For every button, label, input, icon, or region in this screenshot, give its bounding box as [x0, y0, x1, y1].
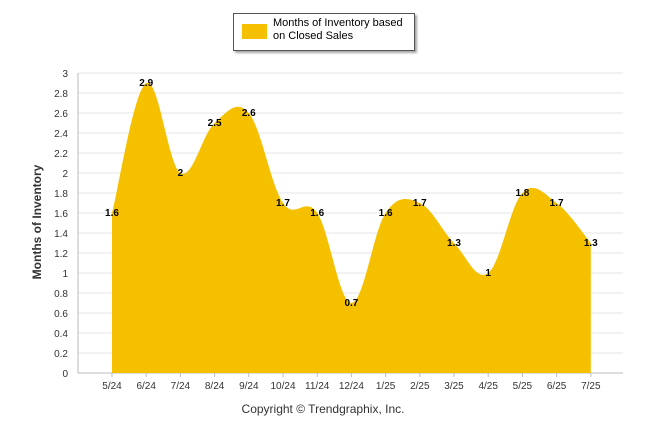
data-labels: 1.6 2.9 2 2.5 2.6 1.7 1.6 0.7 1.6 1.7 1.3 1 1.8 1.7 1.… [105, 78, 598, 309]
x-tick-label: 5/25 [513, 381, 533, 392]
y-tick-label: 0.2 [54, 349, 68, 360]
data-label: 1 [485, 268, 491, 279]
data-label: 0.7 [344, 298, 358, 309]
y-tick-label: 0 [62, 369, 68, 380]
data-label: 1.6 [310, 208, 324, 219]
data-label: 1.7 [413, 198, 427, 209]
y-tick-label: 1.6 [54, 209, 68, 220]
x-tick-label: 9/24 [239, 381, 259, 392]
data-label: 2.9 [139, 78, 153, 89]
legend-label: Months of Inventory based on Closed Sale… [273, 17, 403, 42]
data-label: 1.7 [550, 198, 564, 209]
y-tick-label: 1.8 [54, 189, 68, 200]
x-axis-ticks: 5/24 6/24 7/24 8/24 9/24 10/24 11/24 12/24 1/25 2… [102, 373, 601, 392]
y-axis-title: Months of Inventory [30, 164, 44, 279]
x-tick-label: 6/24 [136, 381, 156, 392]
y-tick-label: 1.2 [54, 249, 68, 260]
y-tick-label: 2.2 [54, 149, 68, 160]
data-label: 2.6 [242, 108, 256, 119]
x-tick-label: 6/25 [547, 381, 567, 392]
y-tick-label: 1 [62, 269, 68, 280]
data-label: 1.8 [515, 188, 529, 199]
data-label: 1.3 [447, 238, 461, 249]
data-label: 1.6 [105, 208, 119, 219]
copyright-text: Copyright © Trendgraphix, Inc. [241, 402, 405, 416]
legend: Months of Inventory based on Closed Sale… [233, 13, 415, 51]
data-label: 1.7 [276, 198, 290, 209]
x-tick-label: 3/25 [444, 381, 464, 392]
x-tick-label: 4/25 [478, 381, 498, 392]
x-tick-label: 10/24 [270, 381, 295, 392]
x-tick-label: 1/25 [376, 381, 396, 392]
x-tick-label: 8/24 [205, 381, 225, 392]
x-tick-label: 7/25 [581, 381, 601, 392]
y-axis-ticks: 0 0.2 0.4 0.6 0.8 1 1.2 1.4 1.6 1.8 2 2.2 2.4 2.6 2.8 3 [54, 69, 68, 380]
area-layer [112, 82, 591, 374]
legend-swatch [242, 24, 267, 39]
y-tick-label: 1.4 [54, 229, 68, 240]
series-area [112, 82, 591, 374]
y-tick-label: 2 [62, 169, 68, 180]
x-tick-label: 11/24 [305, 381, 330, 392]
y-tick-label: 0.8 [54, 289, 68, 300]
y-tick-label: 0.4 [54, 329, 68, 340]
data-label: 1.6 [379, 208, 393, 219]
y-tick-label: 3 [62, 69, 68, 80]
data-label: 2.5 [208, 118, 222, 129]
x-tick-label: 2/25 [410, 381, 430, 392]
x-tick-label: 5/24 [102, 381, 122, 392]
x-tick-label: 12/24 [339, 381, 364, 392]
data-label: 2 [178, 168, 184, 179]
x-tick-label: 7/24 [171, 381, 191, 392]
y-tick-label: 2.4 [54, 129, 68, 140]
y-tick-label: 2.8 [54, 89, 68, 100]
y-tick-label: 2.6 [54, 109, 68, 120]
data-label: 1.3 [584, 238, 598, 249]
y-tick-label: 0.6 [54, 309, 68, 320]
